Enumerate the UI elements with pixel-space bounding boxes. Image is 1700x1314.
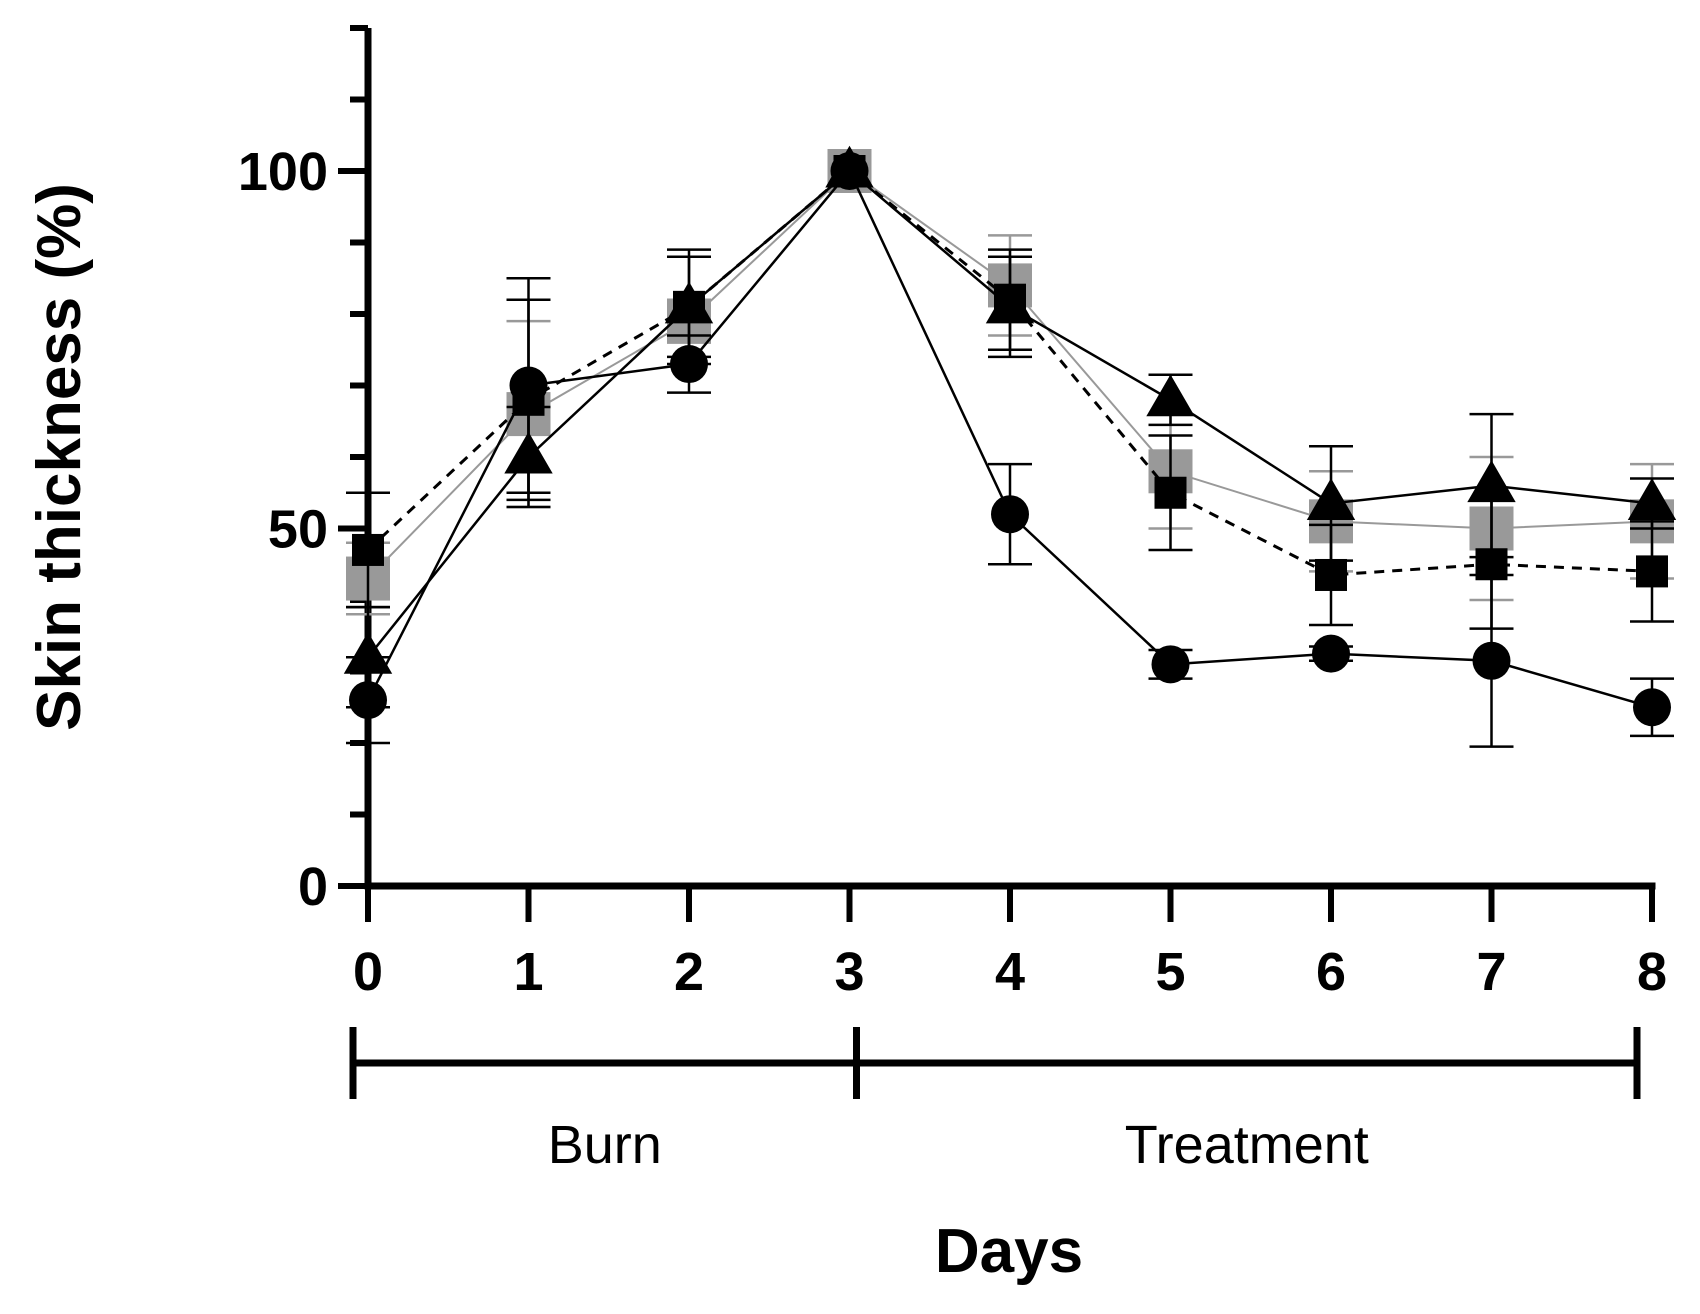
x-tick-label: 0 [353,942,383,1002]
x-tick-label: 4 [995,942,1025,1002]
x-tick-label: 5 [1155,942,1185,1002]
y-tick-label: 50 [268,500,328,560]
data-point-triangle [985,281,1035,324]
series-circle [346,152,1674,748]
y-axis-title: Skin thickness (%) [25,183,94,731]
phase-layer: Burn Treatment [349,1027,1641,1175]
data-point-triangle [1627,478,1677,520]
phase-bracket-treatment: Treatment [853,1027,1641,1175]
series-line [366,169,1653,577]
x-tick-label: 2 [674,942,704,1002]
x-tick-label: 3 [834,942,864,1002]
axes-layer: 0 50 100 0 1 2 3 4 5 6 7 8 [238,25,1667,1002]
y-tick-label: 0 [298,857,328,917]
y-tick-label: 100 [238,142,328,202]
data-point-circle [991,495,1029,534]
data-point-square [352,533,384,566]
data-point-triangle [1467,460,1516,503]
data-point-circle [1633,688,1671,727]
data-point-triangle [1306,478,1356,520]
phase-label: Burn [548,1115,662,1175]
data-point-circle [1151,645,1190,684]
data-point-circle [1472,641,1511,680]
data-point-square [1315,558,1347,591]
x-tick-label: 1 [513,942,543,1002]
x-tick-label: 8 [1637,942,1667,1002]
series-triangle [343,145,1677,709]
data-point-circle [1312,634,1350,673]
data-point-triangle [343,631,393,674]
phase-label: Treatment [1125,1115,1369,1175]
data-point-circle [670,345,708,384]
x-tick-label: 7 [1476,942,1506,1002]
x-tick-label: 6 [1316,942,1346,1002]
data-point-square [1154,476,1187,509]
data-point-circle [509,366,548,405]
data-point-square [1636,555,1668,588]
data-point-circle [349,681,387,720]
x-axis-title: Days [935,1217,1083,1286]
data-point-triangle [1146,374,1195,417]
phase-bracket-burn: Burn [349,1027,860,1175]
series-layer [343,145,1677,748]
data-point-circle [830,152,869,190]
data-point-triangle [664,281,714,324]
